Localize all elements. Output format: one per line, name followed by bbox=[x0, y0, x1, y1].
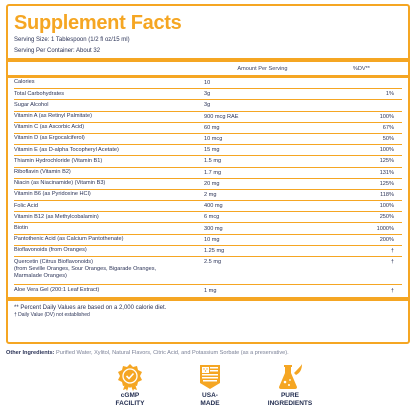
serving-size: Serving Size: 1 Tablespoon (1/2 fl oz/15… bbox=[14, 37, 130, 43]
other-ingredients-label: Other Ingredients: bbox=[6, 350, 55, 356]
nutrient-amount: 10 mcg bbox=[204, 136, 223, 143]
nutrient-row: Biotin 300 mg 1000% bbox=[14, 223, 402, 235]
divider-header bbox=[8, 75, 408, 78]
nutrient-dv: † bbox=[390, 247, 394, 254]
nutrient-name: Niacin (as Niacinamide) (Vitamin B3) bbox=[14, 180, 106, 187]
nutrient-rows: Calories 10 Total Carbohydrates 3g 1% Sugar… bbox=[14, 78, 402, 296]
nutrient-amount: 60 mg bbox=[204, 124, 220, 131]
nutrient-name: Vitamin C (as Ascorbic Acid) bbox=[14, 124, 85, 131]
nutrient-row: Vitamin E (as D-alpha Tocopheryl Acetate… bbox=[14, 145, 402, 157]
nutrient-row-quercetin: Quercetin (Citrus Bioflavonoids) (from S… bbox=[14, 257, 402, 285]
nutrient-row: Vitamin A (as Retinyl Palmitate) 900 mcg … bbox=[14, 112, 402, 123]
badge-cgmp: cGMP FACILITY bbox=[100, 363, 160, 413]
nutrient-name: Vitamin B6 (as Pyridoxine HCl) bbox=[14, 191, 91, 198]
nutrient-row: Bioflavonoids (from Oranges) 1.25 mg † bbox=[14, 246, 402, 257]
supplement-facts-panel: Supplement Facts Serving Size: 1 Tablesp… bbox=[6, 4, 410, 344]
nutrient-amount: 2.5 mg bbox=[204, 259, 222, 265]
badge-label: PURE INGREDIENTS bbox=[267, 392, 313, 407]
nutrient-row: Vitamin D (as Ergocalciferol) 10 mcg 50% bbox=[14, 134, 402, 146]
nutrient-row: Folic Acid 400 mg 100% bbox=[14, 201, 402, 213]
nutrient-name: Biotin bbox=[14, 224, 28, 231]
other-ingredients-text: Purified Water, Xylitol, Natural Flavors… bbox=[54, 350, 289, 356]
nutrient-dv: 1000% bbox=[376, 225, 394, 232]
nutrient-row-aloe: Aloe Vera Gel (200:1 Leaf Extract) 1 mg † bbox=[14, 285, 402, 296]
badge-usa: USA- MADE bbox=[180, 363, 240, 413]
nutrient-dv: 50% bbox=[382, 136, 394, 143]
nutrient-amount: 3g bbox=[204, 102, 211, 109]
nutrient-amount: 10 bbox=[204, 80, 211, 87]
column-header-row: Amount Per Serving %DV** bbox=[14, 62, 402, 75]
nutrient-name: Thiamin Hydrochloride (Vitamin B1) bbox=[14, 157, 103, 164]
nutrient-row: Vitamin B12 (as Methylcobalamin) 6 mcg 250… bbox=[14, 212, 402, 224]
nutrient-dv: 125% bbox=[379, 180, 394, 187]
nutrient-row: Niacin (as Niacinamide) (Vitamin B3) 20 m… bbox=[14, 179, 402, 190]
nutrient-name: Riboflavin (Vitamin B2) bbox=[14, 168, 71, 175]
column-header-amount: Amount Per Serving bbox=[237, 65, 288, 72]
nutrient-row: Total Carbohydrates 3g 1% bbox=[14, 89, 402, 101]
dv-footnote: ** Percent Daily Values are based on a 2… bbox=[14, 305, 167, 312]
nutrient-dv: 100% bbox=[379, 203, 394, 210]
nutrient-dv: 1% bbox=[385, 91, 394, 98]
nutrient-amount: 300 mg bbox=[204, 225, 223, 232]
nutrient-amount: 1.5 mg bbox=[204, 158, 222, 165]
nutrient-name: Folic Acid bbox=[14, 202, 38, 209]
nutrient-amount: 3g bbox=[204, 91, 211, 98]
nutrient-amount: 2 mg bbox=[204, 191, 217, 198]
nutrient-name: Pantothenic Acid (as Calcium Pantothenat… bbox=[14, 236, 124, 243]
nutrient-row: Pantothenic Acid (as Calcium Pantothenat… bbox=[14, 235, 402, 246]
nutrient-row: Riboflavin (Vitamin B2) 1.7 mg 131% bbox=[14, 168, 402, 179]
dagger-footnote: † Daily Value (DV) not established bbox=[14, 312, 90, 319]
nutrient-name: Vitamin A (as Retinyl Palmitate) bbox=[14, 113, 92, 120]
nutrient-name: Vitamin E (as D-alpha Tocopheryl Acetate… bbox=[14, 146, 119, 153]
nutrient-name: Sugar Alcohol bbox=[14, 101, 49, 108]
nutrient-amount: 900 mcg RAE bbox=[204, 113, 239, 120]
nutrient-amount: 20 mg bbox=[204, 180, 220, 187]
nutrient-amount: 1 mg bbox=[204, 287, 217, 294]
badge-row: cGMP FACILITY USA- MADE bbox=[100, 363, 320, 413]
servings-per-container: Serving Per Container: About 32 bbox=[14, 47, 101, 54]
column-header-dv: %DV** bbox=[352, 65, 370, 72]
badge-label: cGMP FACILITY bbox=[115, 392, 145, 407]
panel-title: Supplement Facts bbox=[14, 12, 182, 34]
nutrient-name: Total Carbohydrates bbox=[14, 90, 65, 97]
nutrient-dv: 100% bbox=[379, 113, 394, 120]
nutrient-dv: 125% bbox=[379, 158, 394, 165]
nutrient-row: Thiamin Hydrochloride (Vitamin B1) 1.5 mg… bbox=[14, 156, 402, 168]
other-ingredients: Other Ingredients: Purified Water, Xylit… bbox=[6, 350, 412, 357]
nutrient-amount: 6 mcg bbox=[204, 214, 220, 221]
divider-thick bbox=[8, 58, 408, 62]
nutrient-name: Vitamin D (as Ergocalciferol) bbox=[14, 135, 85, 142]
nutrient-amount: 1.25 mg bbox=[204, 247, 225, 254]
badge-label: USA- MADE bbox=[200, 392, 220, 407]
nutrient-dv: 118% bbox=[380, 191, 394, 198]
nutrient-name: Bioflavonoids (from Oranges) bbox=[14, 247, 87, 254]
nutrient-row: Vitamin B6 (as Pyridoxine HCl) 2 mg 118% bbox=[14, 190, 402, 202]
nutrient-row: Vitamin C (as Ascorbic Acid) 60 mg 67% bbox=[14, 123, 402, 134]
nutrient-dv: † bbox=[390, 259, 394, 265]
nutrient-row: Sugar Alcohol 3g bbox=[14, 100, 402, 112]
nutrient-name: Aloe Vera Gel (200:1 Leaf Extract) bbox=[14, 286, 100, 293]
nutrient-dv: 100% bbox=[379, 147, 394, 154]
badge-pure: PURE INGREDIENTS bbox=[260, 363, 320, 413]
nutrient-amount: 15 mg bbox=[204, 147, 220, 154]
nutrient-row: Calories 10 bbox=[14, 78, 402, 90]
usa-flag-icon bbox=[200, 365, 220, 389]
nutrient-name: Calories bbox=[14, 79, 35, 86]
nutrient-name: Vitamin B12 (as Methylcobalamin) bbox=[14, 213, 99, 220]
nutrient-dv: 67% bbox=[382, 124, 394, 131]
nutrient-amount: 1.7 mg bbox=[204, 169, 222, 176]
certified-seal-icon bbox=[118, 364, 142, 391]
divider-bottom bbox=[8, 297, 408, 302]
nutrient-amount: 400 mg bbox=[204, 203, 223, 210]
nutrient-dv: † bbox=[390, 287, 394, 294]
nutrient-amount: 10 mg bbox=[204, 236, 220, 243]
flask-leaf-icon bbox=[279, 364, 302, 389]
nutrient-dv: 200% bbox=[379, 236, 394, 243]
nutrient-dv: 250% bbox=[379, 214, 394, 221]
nutrient-dv: 131% bbox=[379, 169, 394, 176]
nutrient-name: Quercetin (Citrus Bioflavonoids) (from S… bbox=[14, 259, 157, 280]
